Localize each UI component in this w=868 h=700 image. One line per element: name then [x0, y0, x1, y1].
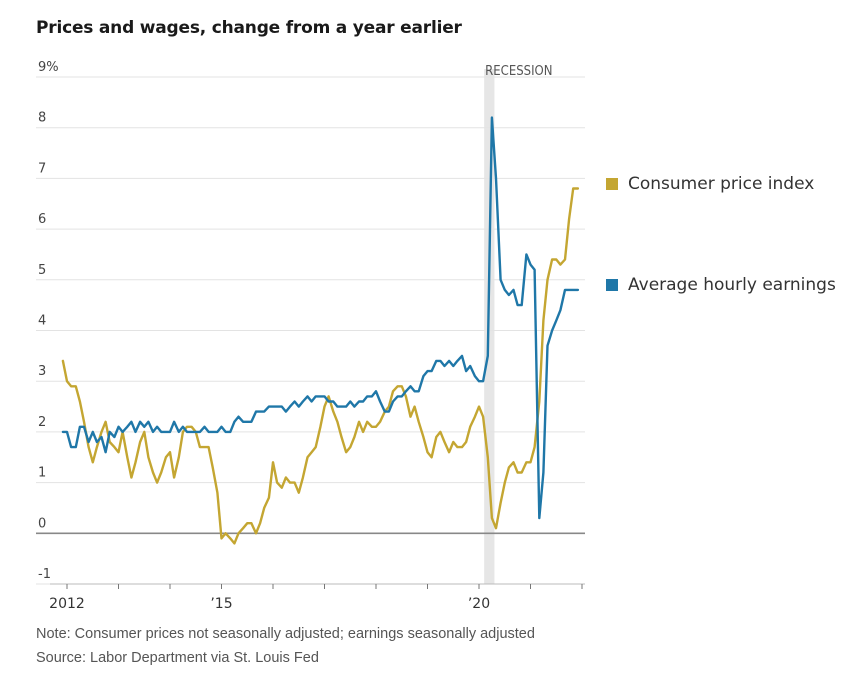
legend-swatch-cpi — [606, 178, 618, 190]
y-tick-label: 4 — [38, 314, 46, 329]
series-line-cpi — [61, 187, 580, 545]
chart-source: Source: Labor Department via St. Louis F… — [36, 650, 319, 666]
gridlines — [36, 76, 585, 585]
y-axis: -1 0 1 2 3 4 5 6 7 8 9% — [38, 60, 59, 582]
x-axis: 2012 ’15 ’20 — [49, 583, 585, 612]
series-line-earnings — [61, 116, 580, 520]
x-tick-label: 2012 — [49, 596, 85, 612]
legend-label-cpi: Consumer price index — [628, 174, 815, 194]
y-tick-label: 1 — [38, 466, 46, 481]
legend-label-earnings: Average hourly earnings — [628, 275, 836, 295]
y-tick-label: 8 — [38, 111, 46, 126]
recession-label: RECESSION — [485, 64, 552, 79]
y-tick-label: 2 — [38, 415, 46, 430]
legend-item-cpi: Consumer price index — [606, 174, 814, 194]
y-tick-label: 3 — [38, 364, 46, 379]
chart-note: Note: Consumer prices not seasonally adj… — [36, 626, 535, 642]
y-tick-label: 7 — [38, 161, 46, 176]
x-tick-label: ’20 — [468, 596, 490, 612]
legend-item-earnings: Average hourly earnings — [606, 275, 836, 295]
x-tick-label: ’15 — [210, 596, 232, 612]
y-tick-label: 9% — [38, 60, 59, 75]
y-tick-label: 5 — [38, 263, 46, 278]
y-tick-label: -1 — [38, 567, 51, 582]
chart-title: Prices and wages, change from a year ear… — [36, 18, 462, 38]
series-lines — [61, 116, 580, 545]
legend-swatch-earnings — [606, 279, 618, 291]
y-tick-label: 6 — [38, 212, 46, 227]
y-tick-label: 0 — [38, 516, 46, 531]
